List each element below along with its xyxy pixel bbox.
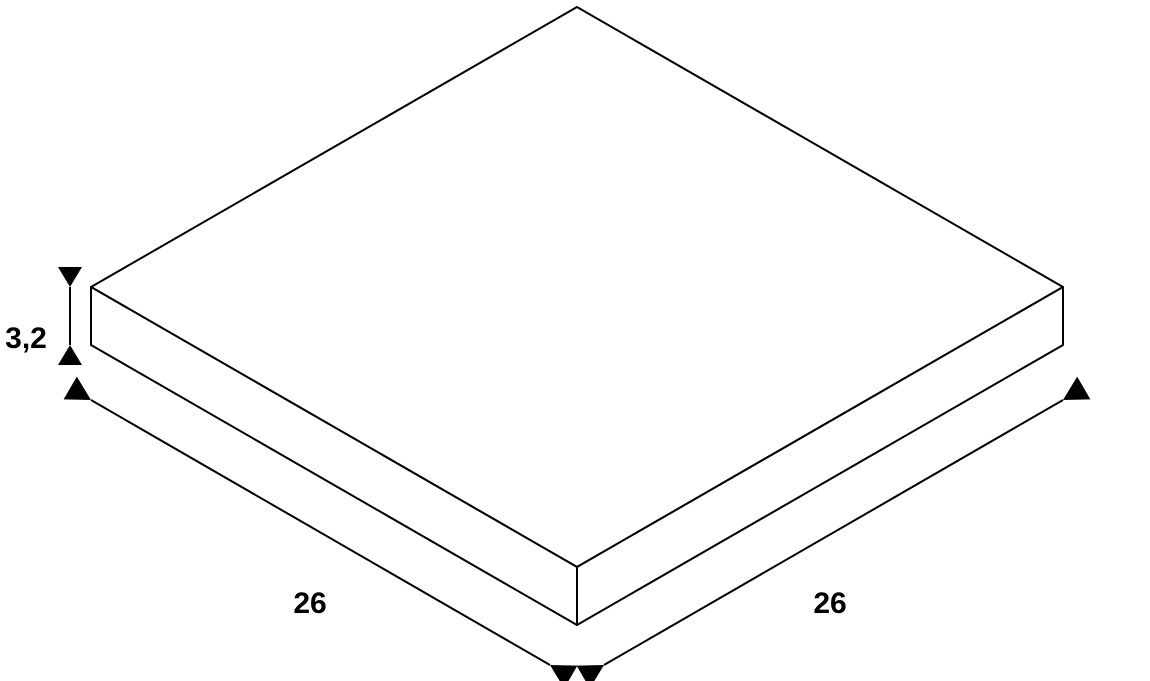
width-right-dimension-label: 26 xyxy=(813,587,846,620)
width-left-dimension-arrow-end-icon xyxy=(550,665,577,681)
height-dimension-arrow-bottom-icon xyxy=(58,345,82,365)
width-left-dimension-arrow-start-icon xyxy=(64,377,91,400)
dimension-diagram: 3,2 26 26 xyxy=(0,0,1150,681)
width-left-dimension-label: 26 xyxy=(293,587,326,620)
width-right-dimension-arrow-end-icon xyxy=(1063,377,1090,400)
width-right-dimension-arrow-start-icon xyxy=(577,665,604,681)
height-dimension-label: 3,2 xyxy=(5,322,47,355)
slab-top-face xyxy=(91,7,1063,567)
height-dimension-arrow-top-icon xyxy=(58,267,82,287)
